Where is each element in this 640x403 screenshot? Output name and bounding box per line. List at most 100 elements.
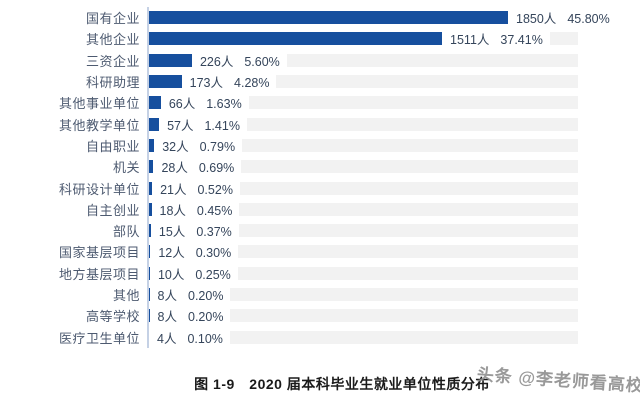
percent-label: 5.60%	[244, 54, 280, 69]
percent-label: 0.20%	[188, 289, 224, 303]
bar-plot-area: 12人 0.30%	[148, 242, 578, 261]
bar	[148, 309, 150, 323]
count-label: 8人	[157, 289, 177, 303]
chart-row: 其他企业 1511人 37.41%	[0, 28, 640, 49]
category-label: 其他教学单位	[58, 117, 140, 133]
chart-row: 科研设计单位 21人 0.52%	[0, 177, 640, 198]
value-label: 8人 0.20%	[158, 306, 224, 325]
category-label: 国家基层项目	[58, 245, 140, 261]
percent-label: 1.63%	[206, 97, 242, 112]
bar	[148, 181, 153, 195]
chart-row: 地方基层项目 10人 0.25%	[0, 263, 640, 284]
percent-label: 0.30%	[195, 246, 232, 261]
count-label: 1850人	[516, 12, 557, 27]
bar-track	[246, 117, 578, 131]
bar-track	[276, 75, 578, 89]
chart-row: 部队 15人 0.37%	[0, 220, 640, 241]
count-label: 173人	[189, 76, 224, 91]
category-label: 其他企业	[85, 32, 140, 48]
bar	[148, 266, 150, 280]
count-label: 226人	[199, 54, 234, 69]
percent-label: 1.41%	[204, 118, 240, 133]
percent-label: 0.79%	[199, 139, 236, 154]
percent-label: 4.28%	[234, 76, 270, 91]
category-label: 部队	[112, 224, 140, 240]
bar-plot-area: 173人 4.28%	[148, 72, 578, 91]
count-label: 1511人	[450, 33, 490, 48]
value-label: 173人 4.28%	[190, 72, 270, 91]
count-label: 21人	[160, 182, 187, 197]
bar	[148, 330, 149, 344]
percent-label: 37.41%	[500, 33, 543, 48]
bar-track	[248, 96, 578, 110]
bar-chart: 国有企业 1850人 45.80% 其他企业 1511人 37.41% 三资企业 226人 5.…	[0, 7, 640, 348]
category-label: 机关	[112, 160, 140, 176]
percent-label: 0.20%	[188, 310, 224, 325]
bar-track	[549, 32, 578, 46]
chart-row: 医疗卫生单位 4人 0.10%	[0, 326, 640, 347]
chart-row: 高等学校 8人 0.20%	[0, 305, 640, 326]
category-label: 其他事业单位	[58, 96, 140, 112]
count-label: 28人	[161, 161, 188, 176]
bar	[148, 53, 192, 67]
bar-track	[239, 202, 578, 216]
bar-plot-area: 21人 0.52%	[148, 179, 578, 198]
chart-row: 其他事业单位 66人 1.63%	[0, 92, 640, 113]
bar-track	[242, 138, 578, 152]
bar-plot-area: 226人 5.60%	[148, 51, 578, 70]
bar-plot-area: 15人 0.37%	[148, 221, 578, 240]
percent-label: 0.10%	[187, 331, 223, 346]
value-label: 12人 0.30%	[158, 242, 231, 261]
value-label: 226人 5.60%	[200, 51, 280, 70]
chart-row: 自由职业 32人 0.79%	[0, 135, 640, 156]
bar-plot-area: 57人 1.41%	[148, 117, 578, 133]
bar	[148, 288, 150, 301]
bar-track	[238, 245, 578, 259]
percent-label: 0.45%	[196, 203, 233, 218]
category-label: 科研设计单位	[58, 181, 140, 197]
count-label: 32人	[162, 139, 189, 154]
category-label: 自由职业	[85, 138, 140, 154]
value-label: 1850人 45.80%	[516, 8, 610, 27]
bar-plot-area: 8人 0.20%	[148, 288, 578, 303]
value-label: 15人 0.37%	[159, 221, 232, 240]
bar-plot-area: 66人 1.63%	[148, 96, 578, 112]
bar-track	[229, 330, 578, 344]
bar	[148, 202, 152, 216]
percent-label: 0.52%	[197, 182, 233, 197]
value-label: 21人 0.52%	[160, 179, 233, 198]
category-label: 医疗卫生单位	[58, 330, 140, 346]
bar-plot-area: 1511人 37.41%	[148, 29, 578, 48]
count-label: 57人	[167, 118, 194, 133]
value-label: 4人 0.10%	[157, 328, 223, 347]
bar-track	[238, 224, 578, 238]
value-label: 28人 0.69%	[161, 157, 234, 176]
bar-plot-area: 18人 0.45%	[148, 200, 578, 219]
percent-label: 0.69%	[198, 161, 235, 176]
bar	[148, 75, 182, 89]
chart-rows: 国有企业 1850人 45.80% 其他企业 1511人 37.41% 三资企业 226人 5.…	[0, 7, 640, 348]
bar-track	[237, 266, 578, 280]
category-label: 高等学校	[85, 309, 140, 325]
category-label: 其他	[112, 288, 140, 303]
category-label: 科研助理	[85, 75, 140, 91]
chart-row: 机关 28人 0.69%	[0, 156, 640, 177]
bar	[148, 224, 151, 238]
percent-label: 45.80%	[567, 12, 610, 27]
bar	[148, 245, 151, 259]
count-label: 4人	[157, 331, 177, 346]
category-label: 地方基层项目	[58, 266, 140, 282]
value-label: 18人 0.45%	[160, 200, 233, 219]
bar-plot-area: 32人 0.79%	[148, 138, 578, 154]
count-label: 66人	[168, 97, 196, 112]
percent-label: 0.25%	[195, 267, 231, 282]
chart-caption: 图 1-9 2020 届本科毕业生就业单位性质分布	[194, 376, 490, 392]
value-label: 1511人 37.41%	[450, 29, 543, 48]
bar-track	[286, 53, 578, 67]
bar-plot-area: 10人 0.25%	[148, 266, 578, 282]
chart-row: 自主创业 18人 0.45%	[0, 199, 640, 220]
bar-plot-area: 1850人 45.80%	[148, 11, 610, 26]
count-label: 8人	[157, 310, 177, 325]
bar	[148, 160, 154, 174]
